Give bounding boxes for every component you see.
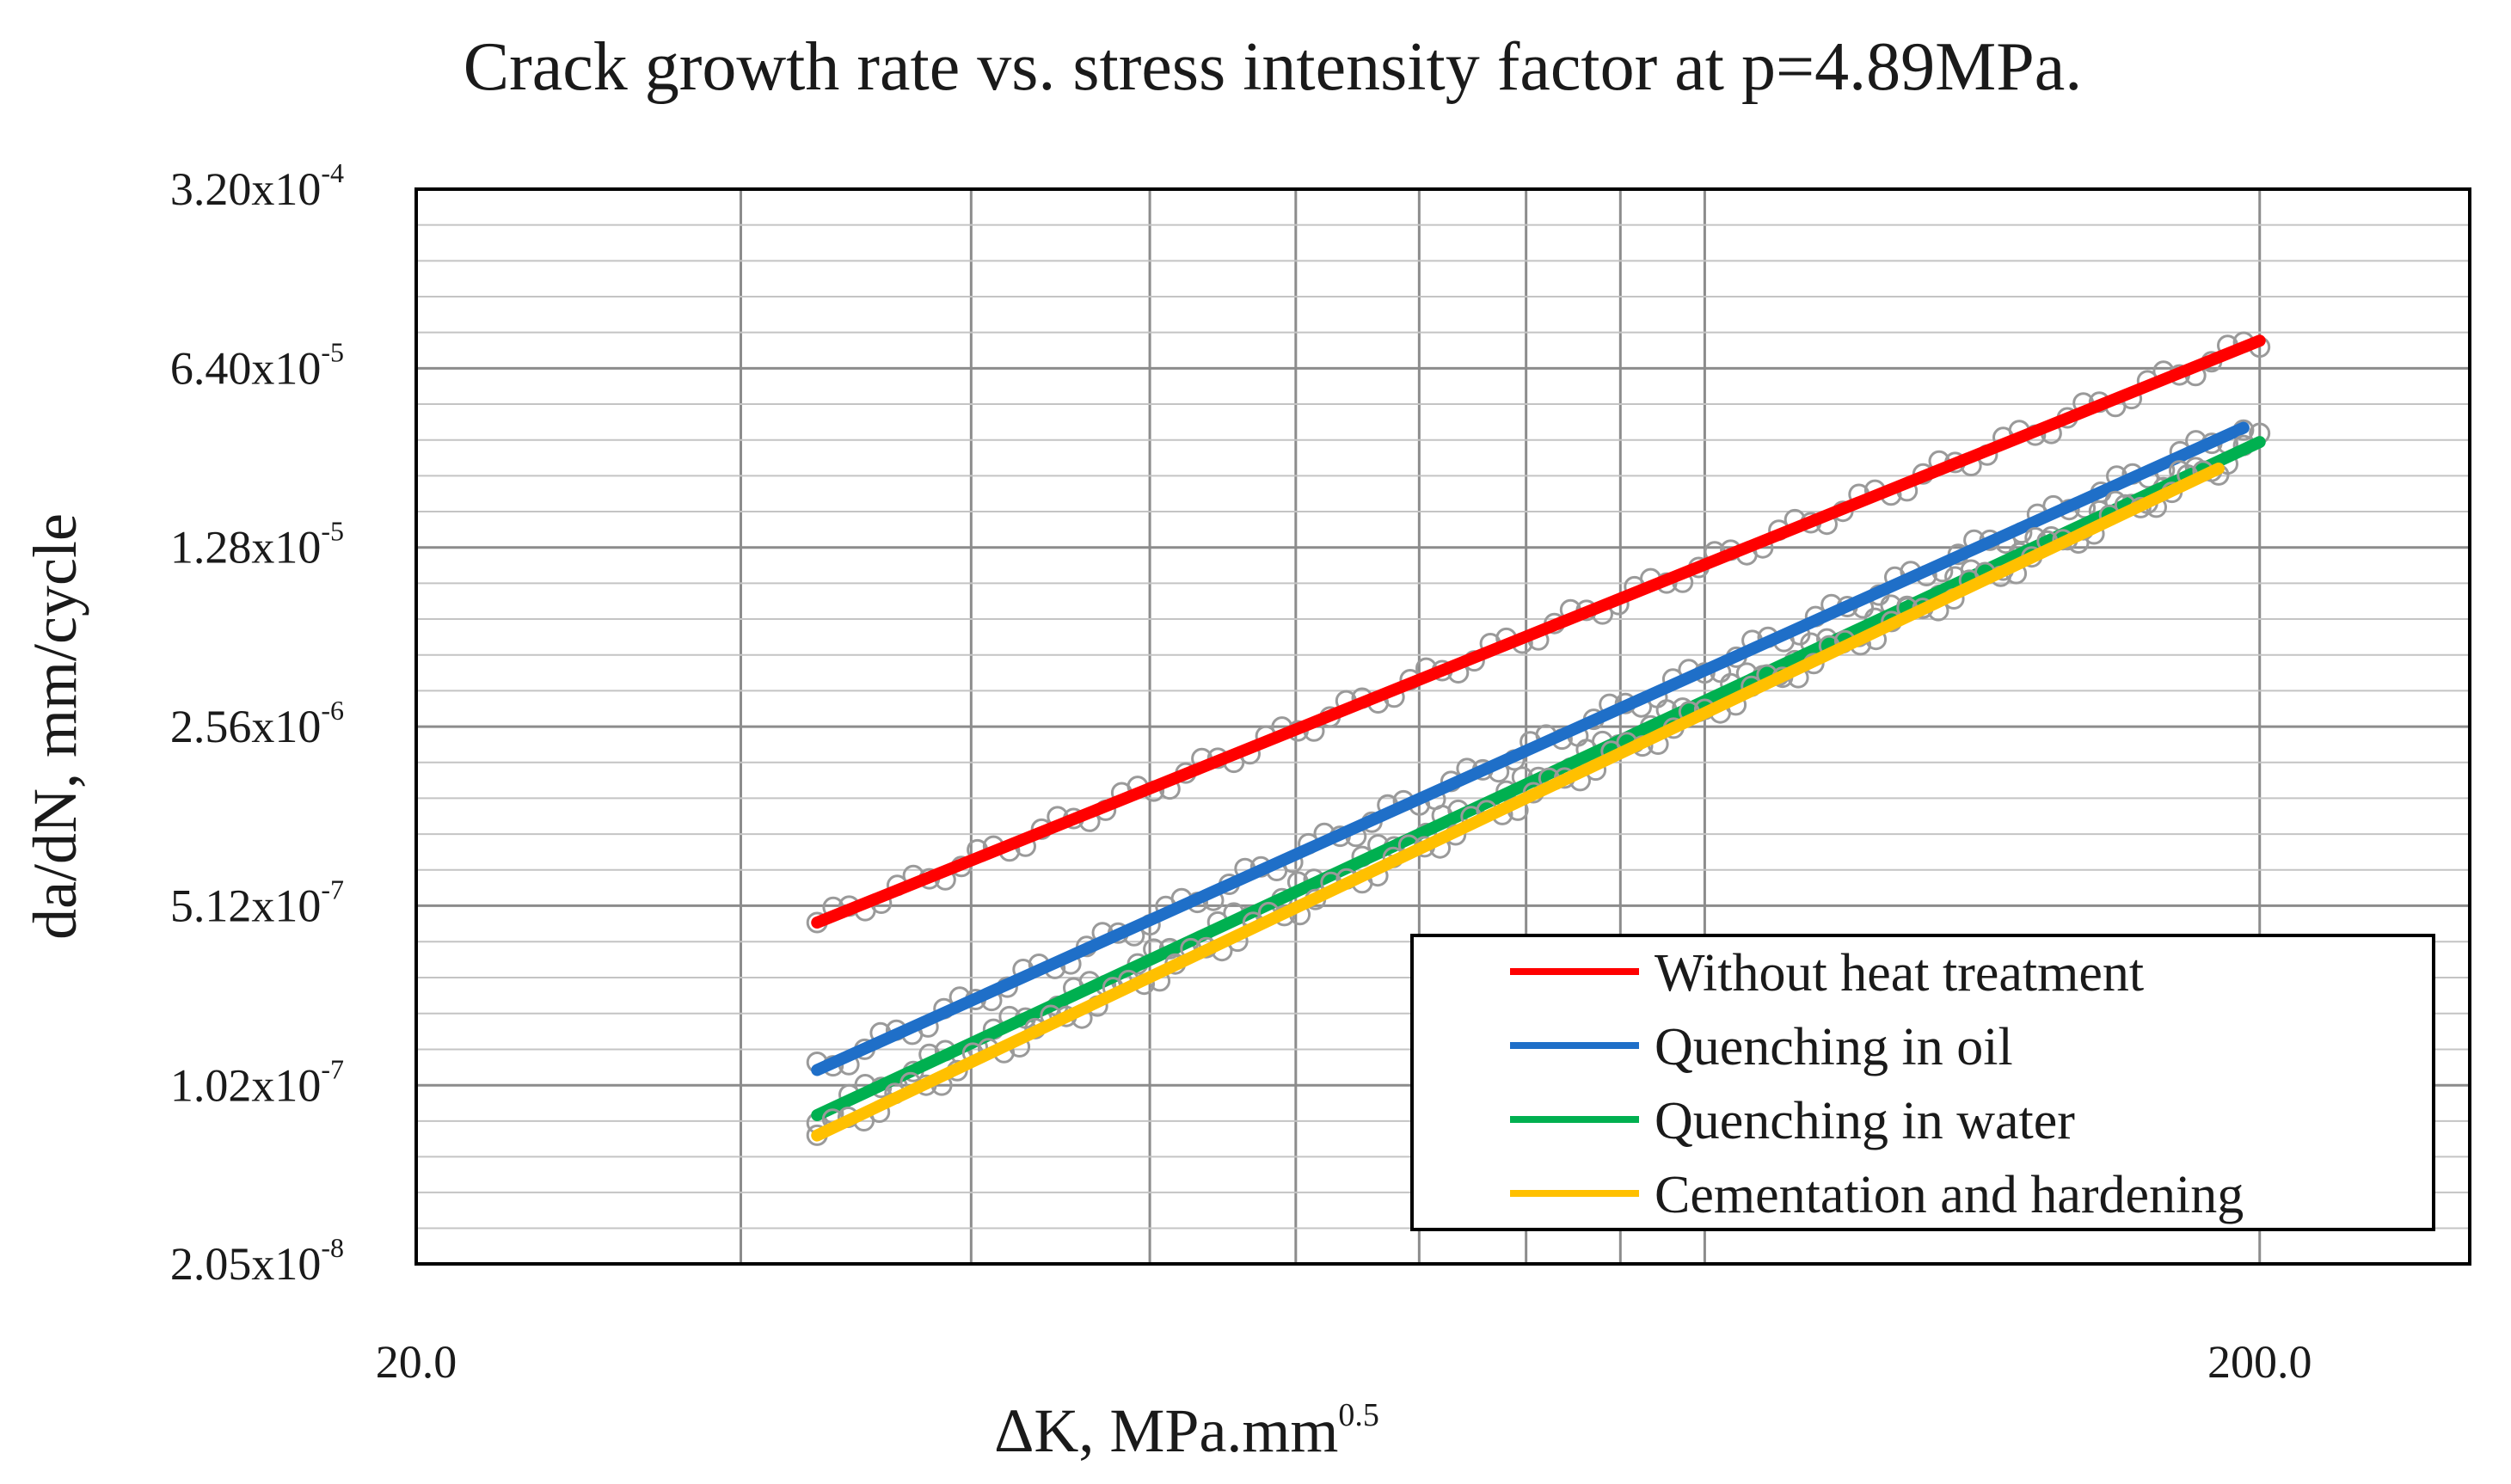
y-tick-label: 5.12x10-7 — [170, 874, 344, 931]
legend: Without heat treatment Quenching in oil Qu… — [1410, 934, 2435, 1231]
y-tick-labels: 3.20x10-4 6.40x10-5 1.28x10-5 2.56x10-6 5.12… — [170, 157, 344, 1290]
x-axis-label-base: ΔK, MPa.mm — [994, 1396, 1338, 1465]
y-tick-label: 2.56x10-6 — [170, 695, 344, 752]
y-axis-label: da/dN, mm/cycle — [21, 513, 89, 940]
legend-box — [1410, 934, 2435, 1231]
plot-frame — [414, 187, 2471, 1266]
chart-title: Crack growth rate vs. stress intensity f… — [464, 29, 2083, 105]
x-tick-label: 20.0 — [376, 1336, 457, 1388]
y-tick-label: 1.28x10-5 — [170, 516, 344, 573]
x-tick-label: 200.0 — [2207, 1336, 2312, 1388]
y-tick-label: 1.02x10-7 — [170, 1053, 344, 1111]
fit-line-without-heat-treatment — [811, 334, 2266, 929]
legend-label-cementation-and-hardening: Cementation and hardening — [1655, 1166, 2244, 1224]
x-tick-labels: 20.0 200.0 — [376, 1336, 2312, 1388]
legend-label-without-heat-treatment: Without heat treatment — [1655, 944, 2144, 1003]
legend-label-quenching-in-water: Quenching in water — [1655, 1092, 2075, 1150]
y-tick-label: 3.20x10-4 — [170, 157, 344, 215]
y-tick-label: 6.40x10-5 — [170, 336, 344, 394]
x-axis-label-exponent: 0.5 — [1338, 1397, 1379, 1433]
x-axis-label: ΔK, MPa.mm0.5 — [994, 1396, 1379, 1465]
series-without-heat-treatment — [806, 331, 2271, 934]
legend-label-quenching-in-oil: Quenching in oil — [1655, 1018, 2013, 1076]
series-layer — [806, 331, 2271, 1146]
legend-items: Without heat treatment Quenching in oil Qu… — [1510, 944, 2244, 1224]
y-tick-label: 2.05x10-8 — [170, 1232, 344, 1290]
fit-line-quenching-in-oil — [811, 421, 2250, 1076]
fit-line-cementation-and-hardening — [811, 462, 2225, 1142]
series-cementation-and-hardening — [806, 460, 2230, 1146]
